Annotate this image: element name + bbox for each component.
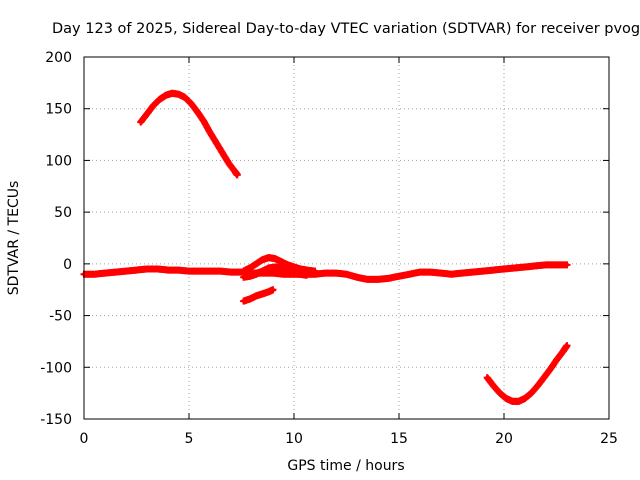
y-tick-label: -100 [40, 360, 72, 376]
y-tick-label: 100 [45, 153, 72, 169]
y-tick-label: 0 [63, 257, 72, 273]
data-point [311, 267, 319, 275]
x-tick-label: 0 [80, 431, 89, 447]
x-tick-label: 10 [285, 431, 303, 447]
y-tick-label: -50 [49, 309, 72, 325]
data-point [269, 286, 277, 294]
x-tick-label: 15 [390, 431, 408, 447]
x-tick-label: 20 [495, 431, 513, 447]
y-tick-label: 50 [54, 205, 72, 221]
grid [84, 57, 609, 419]
data-point [294, 270, 302, 278]
series-arc-low [483, 342, 571, 405]
data-point [563, 261, 571, 269]
series-bump-upper [240, 254, 319, 275]
tick-labels: 0 5 10 15 20 25 -150 -100 -50 0 50 100 150 200 [40, 50, 618, 447]
y-tick-label: -150 [40, 412, 72, 428]
x-axis-label: GPS time / hours [287, 458, 404, 474]
series-arc-high [137, 89, 241, 179]
x-tick-label: 5 [185, 431, 194, 447]
data-point [563, 342, 571, 350]
series-bump-mid [244, 266, 302, 279]
plot-area [84, 57, 609, 419]
y-tick-label: 200 [45, 50, 72, 66]
data-series [80, 89, 571, 405]
series-segment-low [240, 286, 277, 305]
chart-title: Day 123 of 2025, Sidereal Day-to-day VTE… [52, 21, 640, 37]
y-axis-label: SDTVAR / TECUs [6, 181, 22, 296]
data-point [233, 171, 241, 179]
y-tick-label: 150 [45, 102, 72, 118]
data-point [303, 271, 311, 279]
plot-border [83, 56, 610, 420]
x-tick-label: 25 [600, 431, 618, 447]
